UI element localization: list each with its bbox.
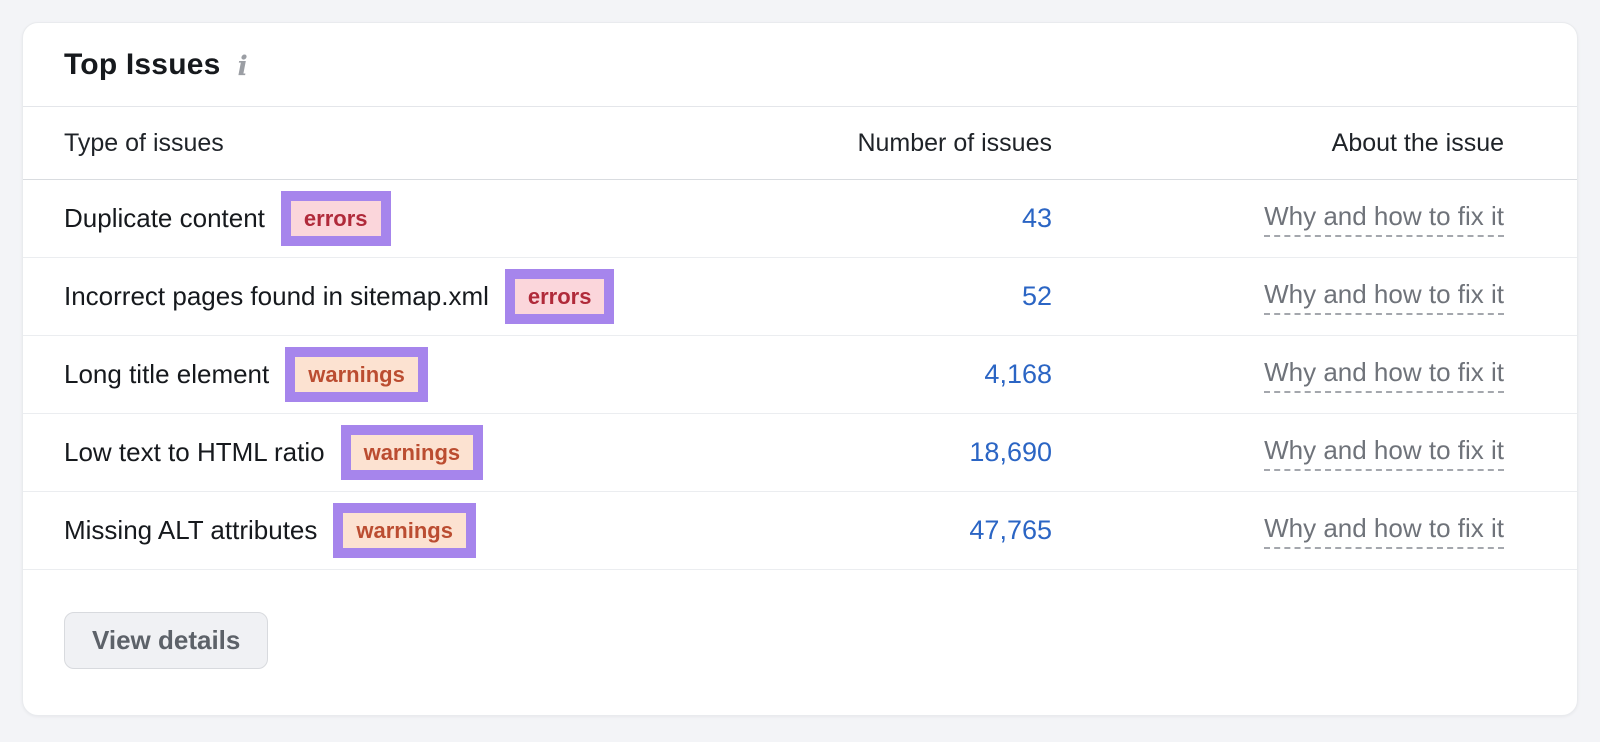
issue-count-link[interactable]: 4,168 — [984, 359, 1052, 389]
warnings-badge: warnings — [333, 502, 476, 559]
issue-label: Duplicate content — [64, 202, 265, 233]
issue-count-link[interactable]: 18,690 — [969, 437, 1052, 467]
widget-footer: View details — [23, 570, 1577, 711]
why-how-fix-link[interactable]: Why and how to fix it — [1264, 201, 1504, 237]
warnings-badge: warnings — [340, 424, 484, 481]
widget-header: Top Issues i — [23, 23, 1577, 107]
column-header-type: Type of issues — [64, 128, 224, 157]
column-header-about: About the issue — [1331, 128, 1504, 157]
issue-label: Incorrect pages found in sitemap.xml — [64, 280, 489, 311]
table-row: Incorrect pages found in sitemap.xml err… — [23, 258, 1577, 336]
why-how-fix-link[interactable]: Why and how to fix it — [1264, 513, 1504, 549]
warnings-badge: warnings — [285, 346, 428, 403]
why-how-fix-link[interactable]: Why and how to fix it — [1264, 279, 1504, 315]
issue-label: Long title element — [64, 358, 270, 389]
column-header-count: Number of issues — [857, 128, 1052, 157]
issue-count-link[interactable]: 43 — [1021, 203, 1052, 233]
table-row: Duplicate content errors 43 Why and how … — [23, 180, 1577, 258]
issue-label: Low text to HTML ratio — [64, 436, 325, 467]
info-icon[interactable]: i — [237, 51, 248, 82]
table-row: Missing ALT attributes warnings 47,765 W… — [23, 492, 1577, 570]
why-how-fix-link[interactable]: Why and how to fix it — [1264, 357, 1504, 393]
widget-title: Top Issues — [64, 47, 221, 81]
table-row: Low text to HTML ratio warnings 18,690 W… — [23, 414, 1577, 492]
top-issues-widget: Top Issues i Type of issues Number of is… — [22, 22, 1578, 716]
table-header-row: Type of issues Number of issues About th… — [23, 107, 1577, 180]
view-details-button[interactable]: View details — [64, 612, 269, 669]
errors-badge: errors — [504, 268, 615, 325]
why-how-fix-link[interactable]: Why and how to fix it — [1264, 435, 1504, 471]
issue-count-link[interactable]: 47,765 — [969, 515, 1052, 545]
issue-count-link[interactable]: 52 — [1021, 281, 1052, 311]
table-row: Long title element warnings 4,168 Why an… — [23, 336, 1577, 414]
issue-label: Missing ALT attributes — [64, 514, 318, 545]
errors-badge: errors — [280, 190, 391, 247]
